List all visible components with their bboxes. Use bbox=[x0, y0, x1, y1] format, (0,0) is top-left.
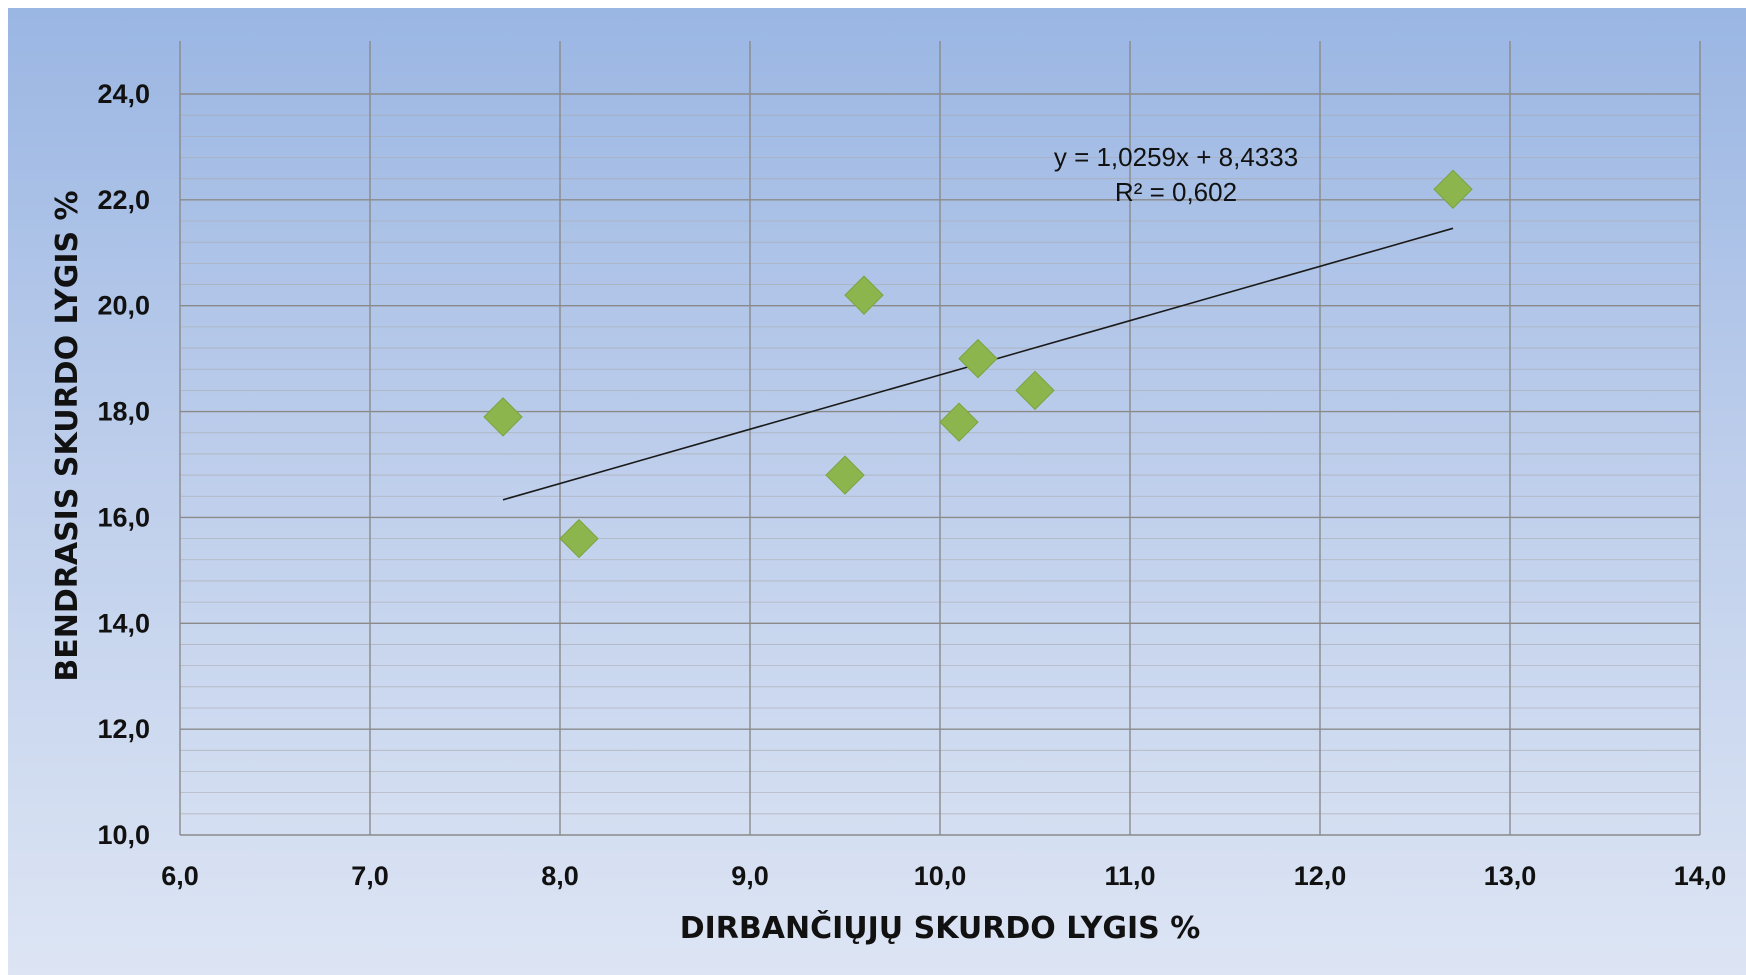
y-tick-label: 18,0 bbox=[97, 397, 150, 427]
y-tick-label: 22,0 bbox=[97, 185, 150, 215]
x-axis-title: DIRBANČIŲJŲ SKURDO LYGIS % bbox=[680, 909, 1201, 946]
x-tick-label: 8,0 bbox=[541, 861, 579, 891]
y-axis-title: BENDRASIS SKURDO LYGIS % bbox=[50, 190, 85, 681]
x-tick-labels: 6,0 7,0 8,0 9,0 10,0 11,0 12,0 13,0 14,0 bbox=[161, 861, 1726, 891]
data-points bbox=[483, 169, 1473, 559]
data-point bbox=[958, 338, 998, 379]
x-tick-label: 6,0 bbox=[161, 861, 199, 891]
y-tick-label: 14,0 bbox=[97, 608, 150, 638]
trendline-r2: R² = 0,602 bbox=[1115, 177, 1237, 207]
x-tick-label: 10,0 bbox=[914, 861, 967, 891]
y-tick-label: 24,0 bbox=[97, 79, 150, 109]
data-point bbox=[1015, 370, 1055, 411]
y-tick-labels: 10,0 12,0 14,0 16,0 18,0 20,0 22,0 24,0 bbox=[97, 79, 150, 850]
data-point bbox=[559, 518, 599, 559]
trendline-equation: y = 1,0259x + 8,4333 bbox=[1054, 142, 1298, 172]
y-tick-label: 12,0 bbox=[97, 714, 150, 744]
major-gridlines bbox=[179, 41, 1701, 836]
y-tick-label: 10,0 bbox=[97, 820, 150, 850]
data-point bbox=[483, 397, 523, 437]
x-tick-label: 14,0 bbox=[1674, 861, 1727, 891]
x-tick-label: 9,0 bbox=[731, 861, 769, 891]
x-tick-label: 7,0 bbox=[351, 861, 389, 891]
data-point bbox=[1433, 169, 1473, 209]
data-point bbox=[939, 402, 979, 442]
y-tick-label: 20,0 bbox=[97, 291, 150, 321]
x-tick-label: 13,0 bbox=[1484, 861, 1537, 891]
data-point bbox=[825, 455, 865, 495]
x-tick-label: 11,0 bbox=[1104, 861, 1155, 891]
data-point bbox=[844, 275, 884, 315]
x-tick-label: 12,0 bbox=[1294, 861, 1347, 891]
y-tick-label: 16,0 bbox=[97, 502, 150, 532]
